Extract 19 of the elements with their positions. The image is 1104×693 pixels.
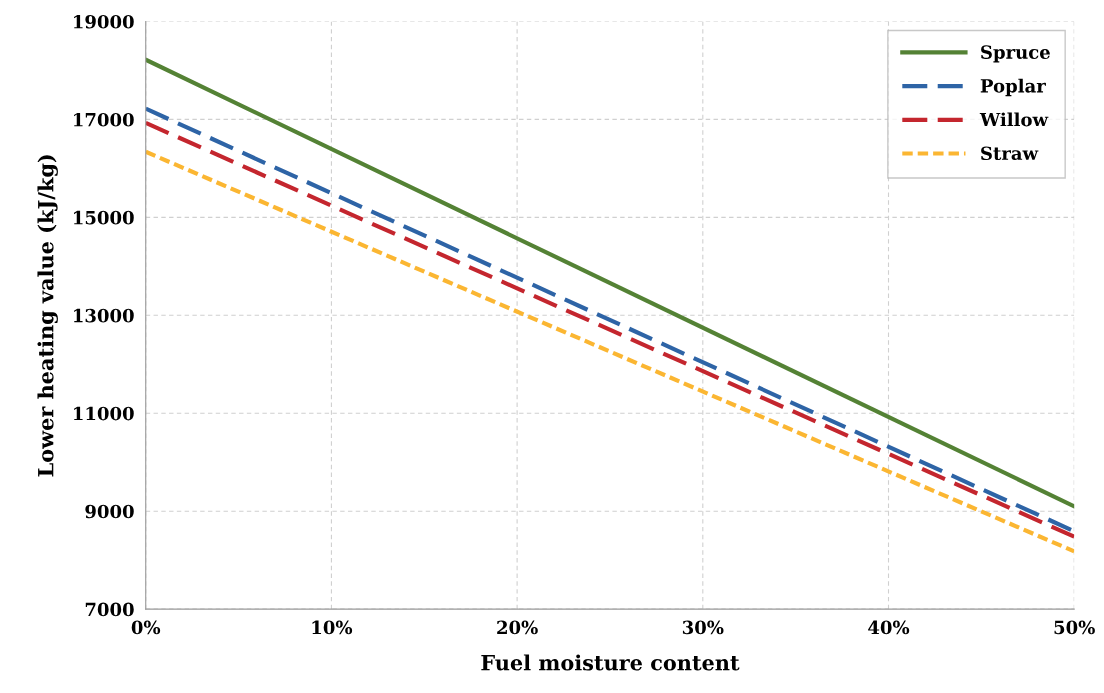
y-axis-title: Lower heating value (kJ/kg) <box>37 155 58 477</box>
x-tick-label: 30% <box>682 620 724 635</box>
y-tick-label: 7000 <box>85 602 134 617</box>
y-tick-label: 11000 <box>74 406 134 421</box>
legend-label: Straw <box>981 146 1039 161</box>
x-tick-label: 40% <box>868 620 910 635</box>
y-tick-label: 9000 <box>85 504 134 519</box>
legend-label: Willow <box>979 112 1049 127</box>
y-tick-label: 19000 <box>74 14 134 29</box>
y-tick-label: 13000 <box>74 308 134 323</box>
x-tick-label: 0% <box>131 620 161 635</box>
y-tick-label: 15000 <box>74 210 134 225</box>
x-axis-title: Fuel moisture content <box>481 654 740 671</box>
x-tick-label: 50% <box>1054 620 1095 635</box>
y-tick-label: 17000 <box>74 112 134 127</box>
legend-label: Spruce <box>981 45 1050 63</box>
x-tick-label: 10% <box>312 620 353 635</box>
legend-label: Poplar <box>980 78 1046 97</box>
x-tick-label: 20% <box>497 620 538 635</box>
